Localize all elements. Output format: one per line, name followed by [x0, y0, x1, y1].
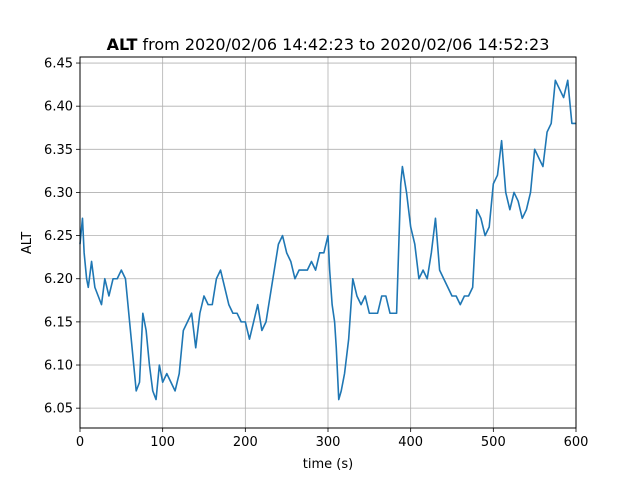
x-tick-label: 300 [316, 435, 341, 450]
grid-layer [79, 57, 577, 428]
y-tick-label: 6.10 [44, 359, 73, 374]
y-tick-label: 6.15 [44, 315, 73, 330]
y-tick-label: 6.30 [44, 186, 73, 201]
chart-title: ALT from 2020/02/06 14:42:23 to 2020/02/… [107, 35, 550, 54]
y-tick-label: 6.05 [44, 402, 73, 417]
y-tick-label: 6.40 [44, 100, 73, 115]
x-tick-label: 400 [398, 435, 423, 450]
x-tick-label: 500 [481, 435, 506, 450]
y-axis-label: ALT [20, 232, 35, 254]
x-tick-label: 200 [233, 435, 258, 450]
tick-layer: 0 100 200 300 400 500 600 6.05 6.10 6.15 6.20 6.25 6… [44, 57, 588, 450]
x-tick-label: 100 [150, 435, 175, 450]
series-line [79, 79, 576, 401]
y-tick-label: 6.20 [44, 272, 73, 287]
y-tick-label: 6.25 [44, 229, 73, 244]
x-tick-label: 600 [564, 435, 589, 450]
x-axis-label: time (s) [303, 457, 353, 472]
y-tick-label: 6.45 [44, 57, 73, 72]
x-tick-label: 0 [76, 435, 84, 450]
series-layer [79, 79, 576, 401]
chart-title-rest: from 2020/02/06 14:42:23 to 2020/02/06 1… [137, 35, 549, 54]
chart-title-bold: ALT [107, 35, 138, 54]
y-tick-label: 6.35 [44, 143, 73, 158]
